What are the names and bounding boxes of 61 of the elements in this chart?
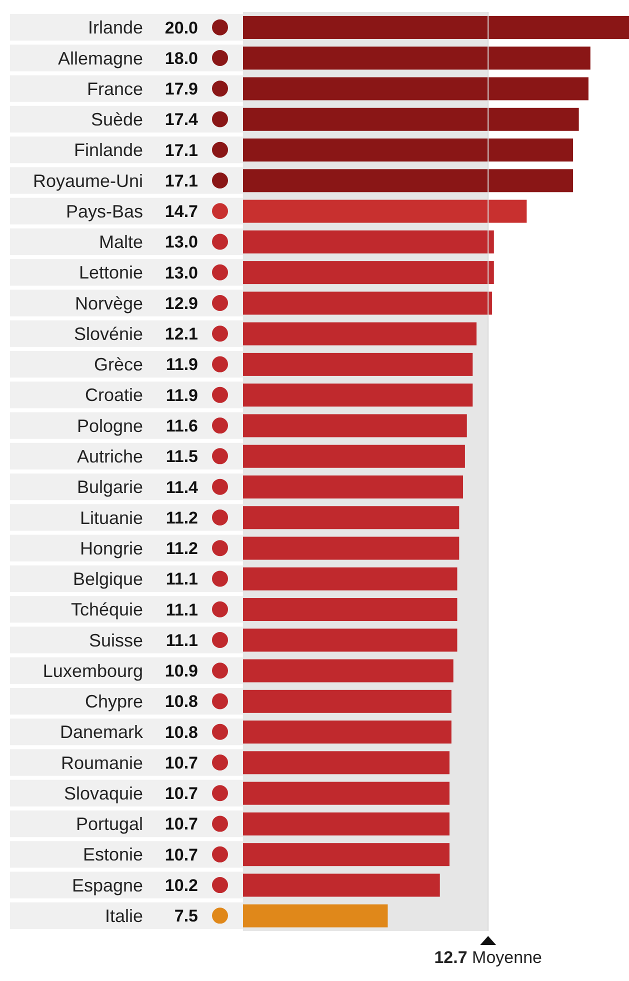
y-tick-label: Bulgarie (76, 477, 143, 498)
data-label: 11.6 (166, 416, 198, 436)
y-tick-label: Slovénie (74, 324, 143, 344)
data-label: 10.8 (164, 722, 198, 742)
data-label: 7.5 (174, 906, 198, 926)
data-label: 10.7 (164, 845, 198, 864)
y-tick-label: Portugal (76, 814, 143, 834)
y-tick-label: Chypre (84, 692, 143, 712)
y-tick-label: Luxembourg (42, 660, 143, 681)
y-tick-label: Grèce (94, 354, 143, 375)
y-tick-label: Finlande (74, 140, 143, 160)
data-label: 11.2 (166, 539, 198, 558)
y-tick-label: Espagne (72, 875, 143, 896)
data-label: 17.1 (164, 140, 198, 160)
y-tick-label: Suède (90, 110, 143, 130)
data-label: 10.7 (164, 753, 198, 772)
ref-line-label: 12.7 Moyenne (434, 948, 542, 967)
data-label: 18.0 (164, 48, 198, 68)
data-label: 10.7 (164, 784, 198, 804)
data-label: 13.0 (164, 232, 198, 252)
y-tick-label: Lituanie (80, 508, 143, 528)
data-label: 11.9 (166, 386, 198, 405)
y-tick-label: Roumanie (60, 752, 143, 773)
data-label: 20.0 (164, 18, 198, 38)
y-tick-label: Hongrie (80, 538, 143, 558)
data-label: 14.7 (164, 202, 198, 222)
data-label: 11.1 (166, 630, 198, 650)
y-tick-label: Italie (104, 906, 143, 926)
data-label: 12.9 (164, 294, 198, 313)
y-tick-label: France (86, 78, 143, 99)
data-label: 12.1 (164, 324, 198, 344)
data-label: 11.4 (166, 478, 199, 497)
y-tick-label: Autriche (76, 446, 143, 466)
y-tick-label: Lettonie (78, 262, 143, 283)
data-label: 10.8 (164, 692, 198, 712)
data-label: 17.4 (164, 110, 199, 130)
y-tick-label: Estonie (82, 844, 143, 865)
data-label: 11.2 (166, 508, 198, 528)
y-tick-label: Slovaquie (64, 783, 143, 804)
data-label: 10.2 (164, 876, 198, 895)
y-tick-label: Irlande (88, 18, 143, 38)
y-tick-label: Croatie (84, 385, 143, 406)
data-label: 11.1 (166, 600, 198, 620)
data-label: 13.0 (164, 263, 198, 282)
data-label: 10.7 (164, 814, 198, 834)
y-tick-label: Allemagne (58, 48, 143, 68)
y-tick-label: Tchéquie (70, 600, 143, 620)
y-tick-label: Pologne (76, 416, 143, 436)
y-tick-label: Pays-Bas (66, 201, 143, 222)
y-tick-label: Belgique (72, 569, 143, 590)
data-label: 11.1 (166, 570, 198, 589)
y-tick-label: Norvège (74, 293, 143, 314)
data-label: 17.9 (164, 80, 198, 99)
data-label: 11.9 (166, 355, 198, 374)
y-tick-label: Danemark (60, 722, 144, 742)
data-label: 17.1 (164, 171, 198, 190)
y-tick-label: Royaume-Uni (32, 170, 143, 191)
data-label: 11.5 (166, 447, 198, 466)
y-tick-label: Suisse (88, 630, 143, 650)
y-tick-label: Malte (98, 232, 143, 252)
data-label: 10.9 (164, 662, 198, 681)
